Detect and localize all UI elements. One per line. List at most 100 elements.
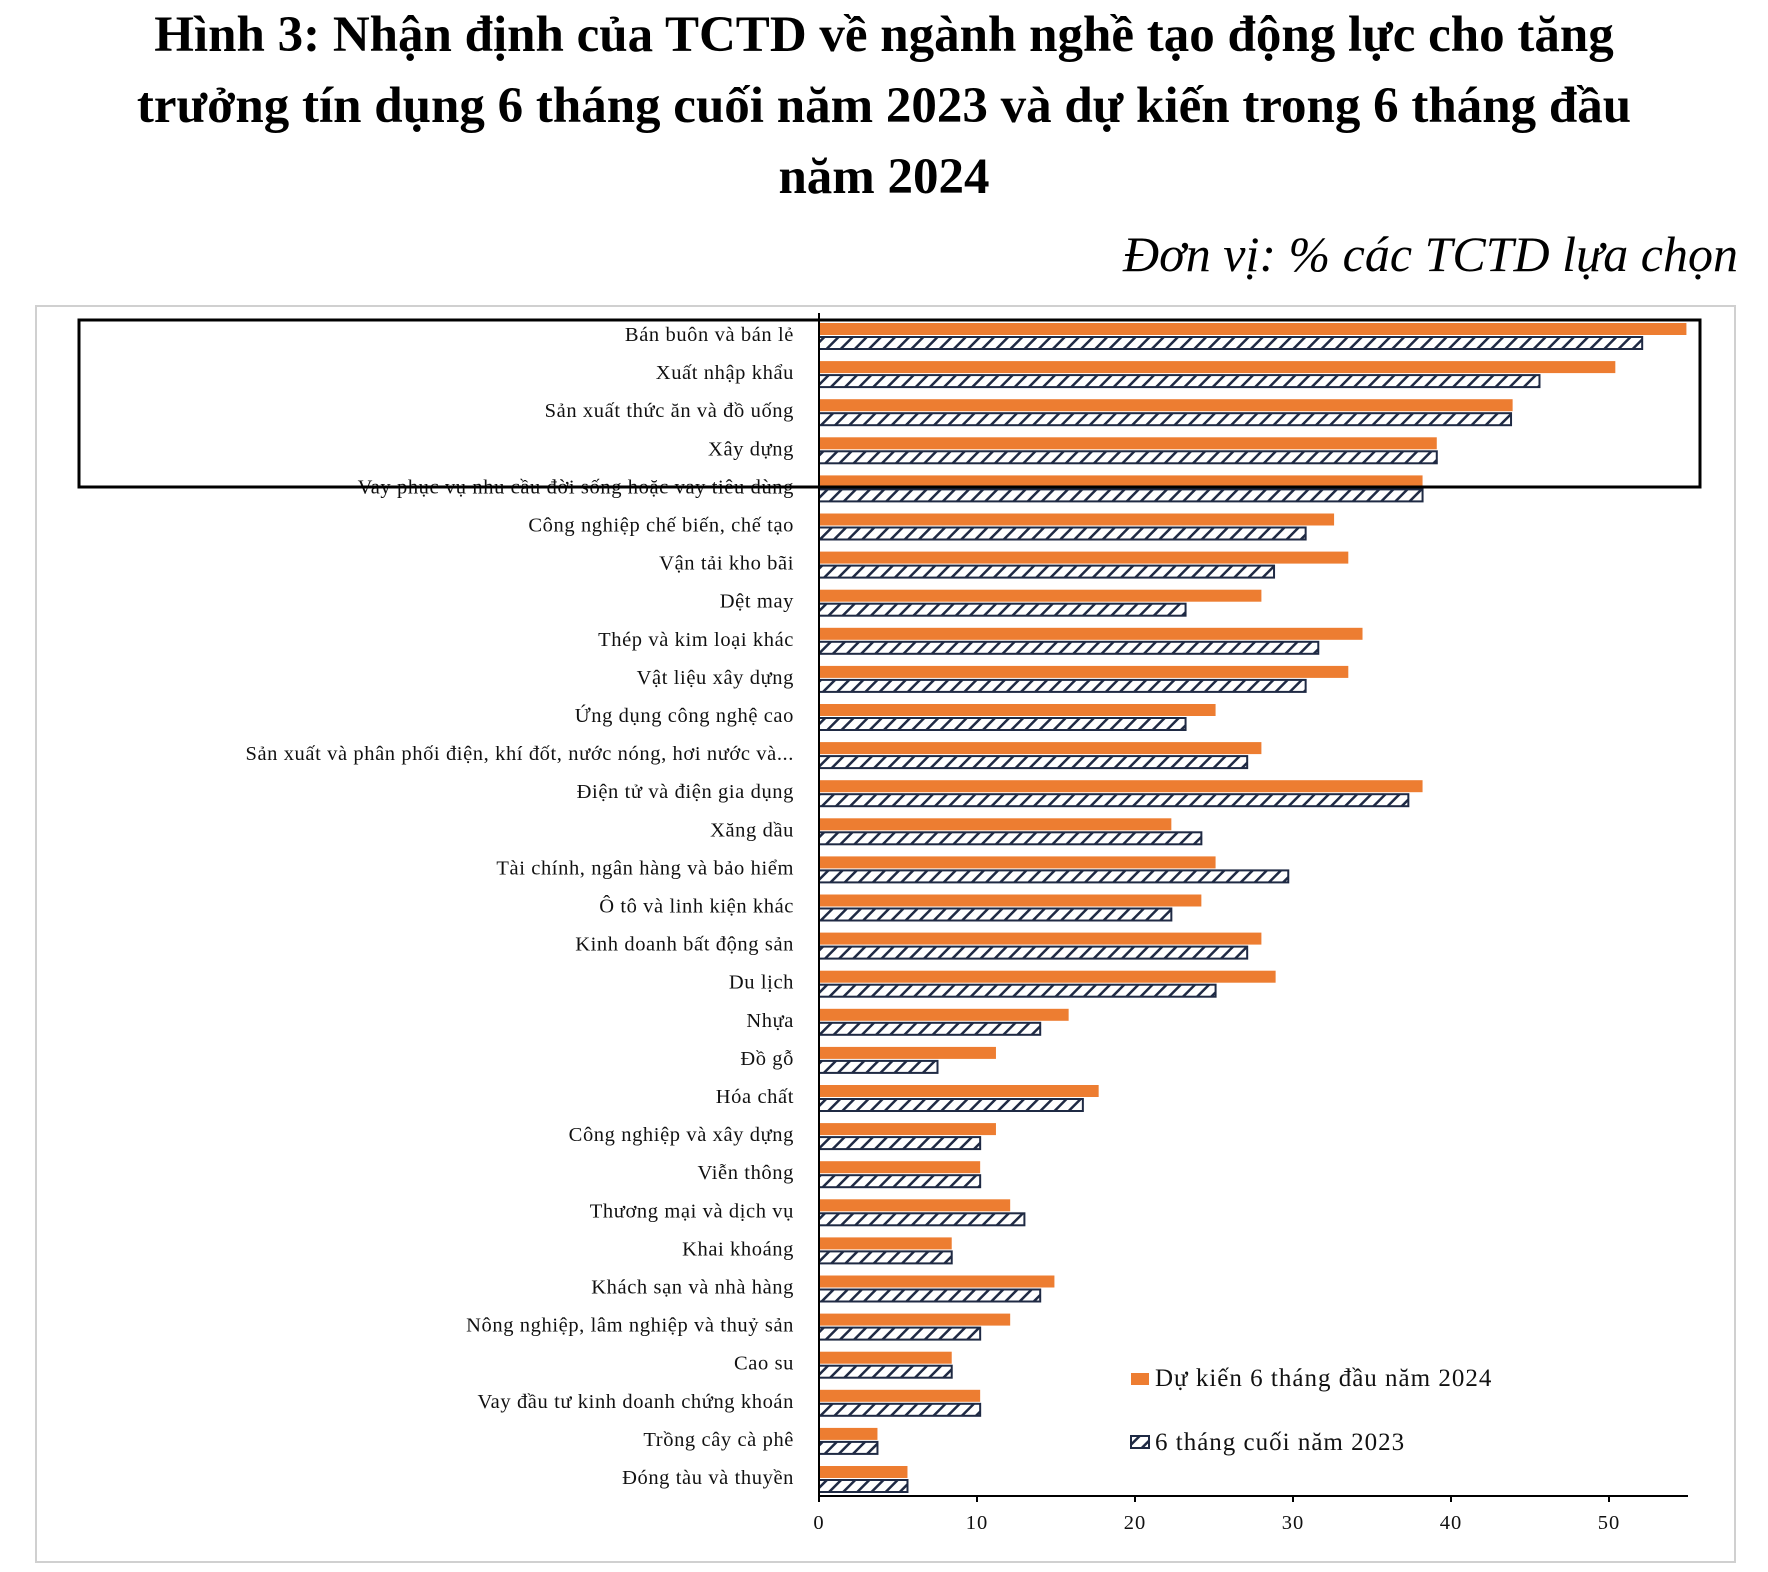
bar-forecast: [819, 627, 1363, 640]
bar-actual: [818, 374, 1541, 389]
category-label: Điện tử và điện gia dụng: [577, 781, 794, 803]
bar-forecast: [819, 1046, 996, 1059]
bar-forecast: [819, 704, 1216, 716]
bar-actual: [818, 450, 1438, 465]
bar-actual: [818, 717, 1187, 731]
bar-actual: [818, 678, 1307, 693]
bar-actual: [818, 640, 1320, 655]
category-label: Sản xuất và phân phối điện, khí đốt, nướ…: [245, 743, 794, 765]
category-label: Sản xuất thức ăn và đồ uống: [545, 400, 794, 422]
highlight-box: [77, 318, 1702, 489]
category-label: Du lịch: [729, 972, 794, 994]
bar-actual: [818, 336, 1644, 350]
category-label: Nông nghiệp, lâm nghiệp và thuỷ sản: [466, 1315, 794, 1337]
bar-actual: [818, 1098, 1084, 1112]
bar-actual: [818, 755, 1249, 770]
category-label: Ô tô và linh kiện khác: [599, 894, 794, 918]
bar-forecast: [819, 1351, 952, 1364]
category-label: Vật liệu xây dựng: [637, 667, 794, 689]
bar-forecast: [819, 1466, 908, 1478]
category-label: Thép và kim loại khác: [598, 629, 794, 651]
title-line-2: trưởng tín dụng 6 tháng cuối năm 2023 và…: [136, 78, 1632, 134]
bar-actual: [818, 1440, 879, 1455]
category-label: Ứng dụng công nghệ cao: [575, 703, 794, 727]
bar-actual: [818, 1021, 1042, 1036]
category-label: Công nghiệp và xây dựng: [569, 1124, 794, 1146]
category-label: Xăng dầu: [710, 819, 794, 841]
bar-actual: [818, 412, 1513, 427]
legend-swatch-actual: [1130, 1435, 1150, 1449]
category-label: Vay đầu tư kinh doanh chứng khoán: [478, 1391, 794, 1413]
category-label: Khách sạn và nhà hàng: [591, 1277, 794, 1299]
category-label: Tài chính, ngân hàng và bảo hiểm: [496, 857, 794, 879]
bar-actual: [818, 488, 1424, 503]
bar-forecast: [819, 665, 1349, 678]
category-label: Nhựa: [746, 1010, 794, 1032]
bar-forecast: [819, 1389, 981, 1402]
category-label: Viễn thông: [698, 1162, 794, 1184]
category-label: Đồ gỗ: [740, 1048, 794, 1070]
bar-forecast: [819, 818, 1172, 831]
bar-actual: [818, 1174, 982, 1189]
unit-label: Đơn vị: % các TCTD lựa chọn: [1123, 226, 1738, 282]
x-tick-label: 0: [813, 1512, 824, 1534]
bar-forecast: [819, 1199, 1011, 1212]
bar-forecast: [819, 551, 1349, 564]
bar-forecast: [819, 970, 1276, 983]
x-tick-label: 10: [966, 1512, 989, 1534]
bar-actual: [818, 1136, 982, 1151]
bar-forecast: [819, 780, 1423, 793]
bar-actual: [818, 945, 1249, 960]
bar-actual: [818, 1326, 982, 1341]
category-label: Cao su: [734, 1353, 794, 1375]
bar-forecast: [819, 1313, 1011, 1326]
bar-forecast: [819, 437, 1437, 450]
bar-actual: [818, 831, 1203, 846]
bar-actual: [818, 1402, 982, 1417]
category-label: Bán buôn và bán lẻ: [625, 324, 794, 346]
bar-forecast: [819, 513, 1335, 526]
legend-label-forecast: Dự kiến 6 tháng đầu năm 2024: [1155, 1365, 1492, 1392]
category-labels: Bán buôn và bán lẻ Xuất nhập khẩu Sản xuất…: [245, 324, 794, 1489]
bar-actual: [818, 1364, 953, 1379]
category-label: Đóng tàu và thuyền: [622, 1467, 794, 1489]
bar-forecast: [819, 1008, 1069, 1021]
bar-forecast: [819, 894, 1202, 907]
category-label: Xuất nhập khẩu: [656, 362, 794, 384]
legend-swatch-forecast: [1131, 1373, 1149, 1385]
bar-actual: [818, 526, 1307, 541]
category-label: Vận tải kho bãi: [659, 553, 794, 575]
bars-group: [818, 323, 1687, 1493]
bar-actual: [818, 907, 1173, 922]
bar-actual: [818, 1479, 909, 1493]
title-line-3: năm 2024: [778, 149, 990, 205]
category-label: Hóa chất: [716, 1086, 794, 1108]
bar-forecast: [819, 1237, 952, 1250]
x-tick-label: 40: [1440, 1512, 1463, 1534]
category-label: Kinh doanh bất động sản: [575, 934, 794, 956]
bar-actual: [818, 602, 1187, 617]
x-tick-label: 50: [1598, 1512, 1621, 1534]
bar-forecast: [819, 589, 1262, 602]
bar-actual: [818, 1250, 953, 1265]
bar-forecast: [819, 742, 1262, 755]
bar-forecast: [819, 475, 1423, 488]
category-label: Dệt may: [720, 591, 794, 613]
bar-forecast: [819, 1123, 996, 1136]
x-tick-label: 30: [1282, 1512, 1305, 1534]
bar-forecast: [819, 1427, 878, 1440]
bar-forecast: [819, 1275, 1055, 1288]
category-label: Khai khoáng: [682, 1238, 794, 1260]
bar-actual: [818, 1212, 1026, 1227]
legend-label-actual: 6 tháng cuối năm 2023: [1155, 1429, 1405, 1456]
bar-forecast: [819, 1085, 1099, 1097]
bar-forecast: [819, 323, 1687, 335]
title-line-1: Hình 3: Nhận định của TCTD về ngành nghề…: [154, 7, 1614, 63]
bar-forecast: [819, 361, 1616, 374]
category-label: Xây dựng: [708, 438, 794, 460]
bar-actual: [818, 983, 1217, 998]
legend: Dự kiến 6 tháng đầu năm 2024 6 tháng cuố…: [1130, 1365, 1492, 1456]
bar-actual: [818, 869, 1290, 884]
figure-title: Hình 3: Nhận định của TCTD về ngành nghề…: [0, 0, 1768, 213]
